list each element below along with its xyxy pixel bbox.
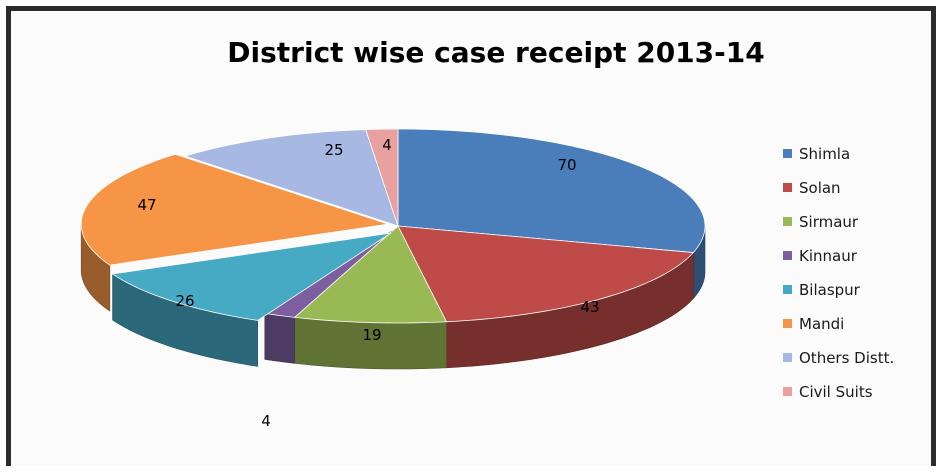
legend-label-shimla: Shimla <box>799 145 850 163</box>
pie-labels: 70 43 19 4 26 47 25 4 <box>137 136 599 430</box>
legend-swatch-bilaspur <box>783 285 792 294</box>
legend-swatch-solan <box>783 183 792 192</box>
data-label-solan: 43 <box>580 298 599 316</box>
pie-tops <box>80 128 706 324</box>
legend-label-mandi: Mandi <box>799 315 844 333</box>
pie-slice-others-distt <box>183 129 399 227</box>
legend-swatch-mandi <box>783 319 792 328</box>
chart-title: District wise case receipt 2013-14 <box>227 36 764 69</box>
pie-sides <box>80 224 706 370</box>
pie-slice-bilaspur <box>111 232 392 321</box>
pie-slice-civil-suits <box>365 128 399 227</box>
legend-swatch-others-distt <box>783 353 792 362</box>
data-label-sirmaur: 19 <box>362 326 381 344</box>
pie-side-kinnaur <box>264 313 295 364</box>
data-label-kinnaur: 4 <box>261 412 271 430</box>
pie-slice-mandi <box>80 153 389 266</box>
data-label-others-distt: 25 <box>324 141 343 159</box>
pie-slice-solan <box>397 225 695 323</box>
data-label-bilaspur: 26 <box>175 292 194 310</box>
legend-label-kinnaur: Kinnaur <box>799 247 858 265</box>
legend-label-solan: Solan <box>799 179 841 197</box>
pie-slice-shimla <box>397 128 706 253</box>
legend-label-bilaspur: Bilaspur <box>799 281 861 299</box>
legend-swatch-shimla <box>783 149 792 158</box>
data-label-civil-suits: 4 <box>382 136 392 154</box>
legend-label-sirmaur: Sirmaur <box>799 213 859 231</box>
legend-swatch-civil-suits <box>783 387 792 396</box>
legend-swatch-sirmaur <box>783 217 792 226</box>
data-label-shimla: 70 <box>557 156 576 174</box>
pie-slice-sirmaur <box>293 225 448 324</box>
data-label-mandi: 47 <box>137 196 156 214</box>
legend-label-others-distt: Others Distt. <box>799 349 894 367</box>
legend-label-civil-suits: Civil Suits <box>799 383 873 401</box>
legend-swatch-kinnaur <box>783 251 792 260</box>
legend: Shimla Solan Sirmaur Kinnaur Bilaspur Mandi Ot… <box>783 145 894 401</box>
